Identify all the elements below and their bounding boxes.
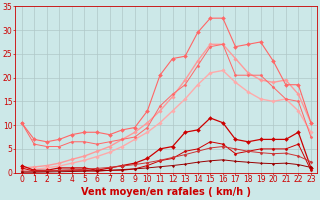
X-axis label: Vent moyen/en rafales ( km/h ): Vent moyen/en rafales ( km/h ): [81, 187, 251, 197]
